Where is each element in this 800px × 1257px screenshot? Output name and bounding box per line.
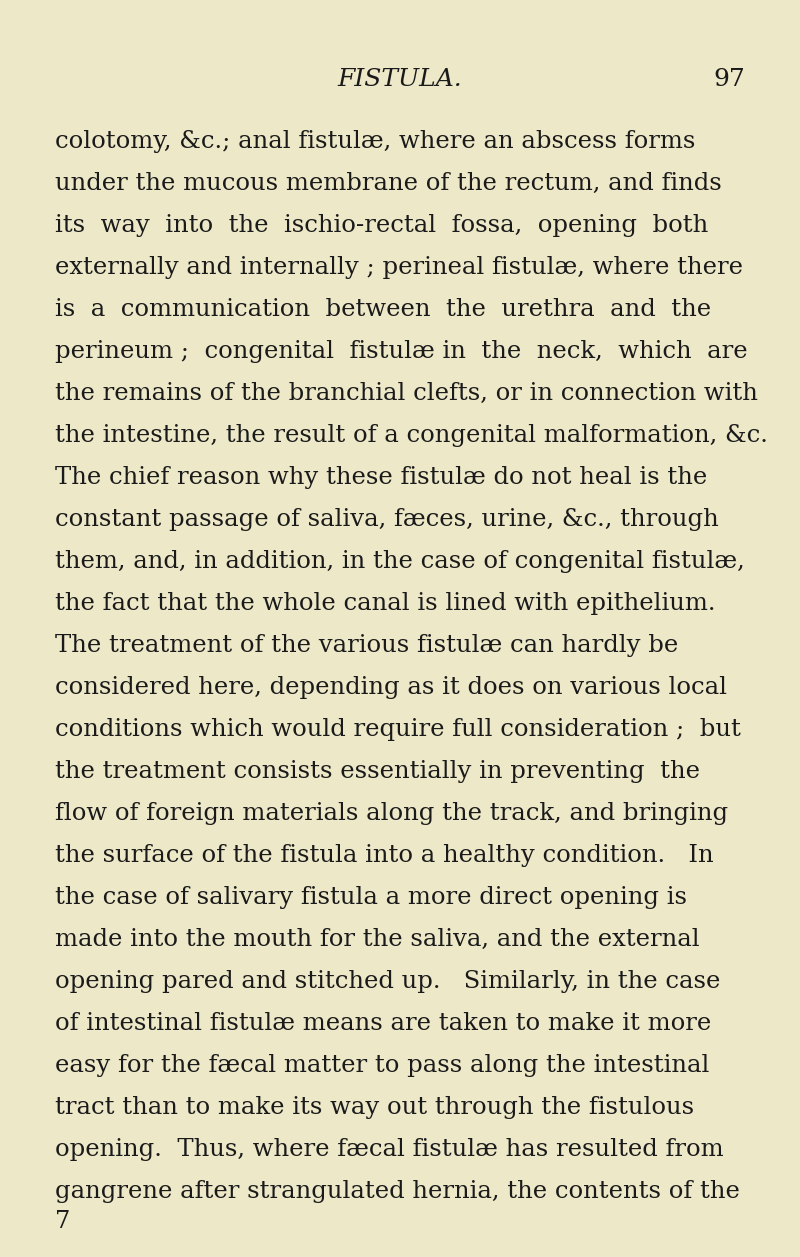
Text: conditions which would require full consideration ;  but: conditions which would require full cons…: [55, 718, 741, 740]
Text: under the mucous membrane of the rectum, and finds: under the mucous membrane of the rectum,…: [55, 172, 722, 195]
Text: 7: 7: [55, 1210, 70, 1233]
Text: flow of foreign materials along the track, and bringing: flow of foreign materials along the trac…: [55, 802, 728, 825]
Text: FISTULA.: FISTULA.: [338, 68, 462, 91]
Text: its  way  into  the  ischio-rectal  fossa,  opening  both: its way into the ischio-rectal fossa, op…: [55, 214, 708, 238]
Text: easy for the fæcal matter to pass along the intestinal: easy for the fæcal matter to pass along …: [55, 1055, 710, 1077]
Text: perineum ;  congenital  fistulæ in  the  neck,  which  are: perineum ; congenital fistulæ in the nec…: [55, 339, 748, 363]
Text: the surface of the fistula into a healthy condition.   In: the surface of the fistula into a health…: [55, 843, 714, 867]
Text: the case of salivary fistula a more direct opening is: the case of salivary fistula a more dire…: [55, 886, 687, 909]
Text: them, and, in addition, in the case of congenital fistulæ,: them, and, in addition, in the case of c…: [55, 551, 745, 573]
Text: colotomy, &c.; anal fistulæ, where an abscess forms: colotomy, &c.; anal fistulæ, where an ab…: [55, 129, 695, 153]
Text: opening.  Thus, where fæcal fistulæ has resulted from: opening. Thus, where fæcal fistulæ has r…: [55, 1138, 724, 1161]
Text: 97: 97: [714, 68, 745, 91]
Text: tract than to make its way out through the fistulous: tract than to make its way out through t…: [55, 1096, 694, 1119]
Text: the treatment consists essentially in preventing  the: the treatment consists essentially in pr…: [55, 760, 700, 783]
Text: of intestinal fistulæ means are taken to make it more: of intestinal fistulæ means are taken to…: [55, 1012, 711, 1035]
Text: made into the mouth for the saliva, and the external: made into the mouth for the saliva, and …: [55, 928, 700, 952]
Text: constant passage of saliva, fæces, urine, &c., through: constant passage of saliva, fæces, urine…: [55, 508, 718, 530]
Text: the intestine, the result of a congenital malformation, &c.: the intestine, the result of a congenita…: [55, 424, 768, 447]
Text: the remains of the branchial clefts, or in connection with: the remains of the branchial clefts, or …: [55, 382, 758, 405]
Text: externally and internally ; perineal fistulæ, where there: externally and internally ; perineal fis…: [55, 256, 743, 279]
Text: opening pared and stitched up.   Similarly, in the case: opening pared and stitched up. Similarly…: [55, 970, 720, 993]
Text: gangrene after strangulated hernia, the contents of the: gangrene after strangulated hernia, the …: [55, 1180, 740, 1203]
Text: The chief reason why these fistulæ do not heal is the: The chief reason why these fistulæ do no…: [55, 466, 707, 489]
Text: The treatment of the various fistulæ can hardly be: The treatment of the various fistulæ can…: [55, 634, 678, 657]
Text: the fact that the whole canal is lined with epithelium.: the fact that the whole canal is lined w…: [55, 592, 715, 615]
Text: is  a  communication  between  the  urethra  and  the: is a communication between the urethra a…: [55, 298, 711, 321]
Text: considered here, depending as it does on various local: considered here, depending as it does on…: [55, 676, 727, 699]
